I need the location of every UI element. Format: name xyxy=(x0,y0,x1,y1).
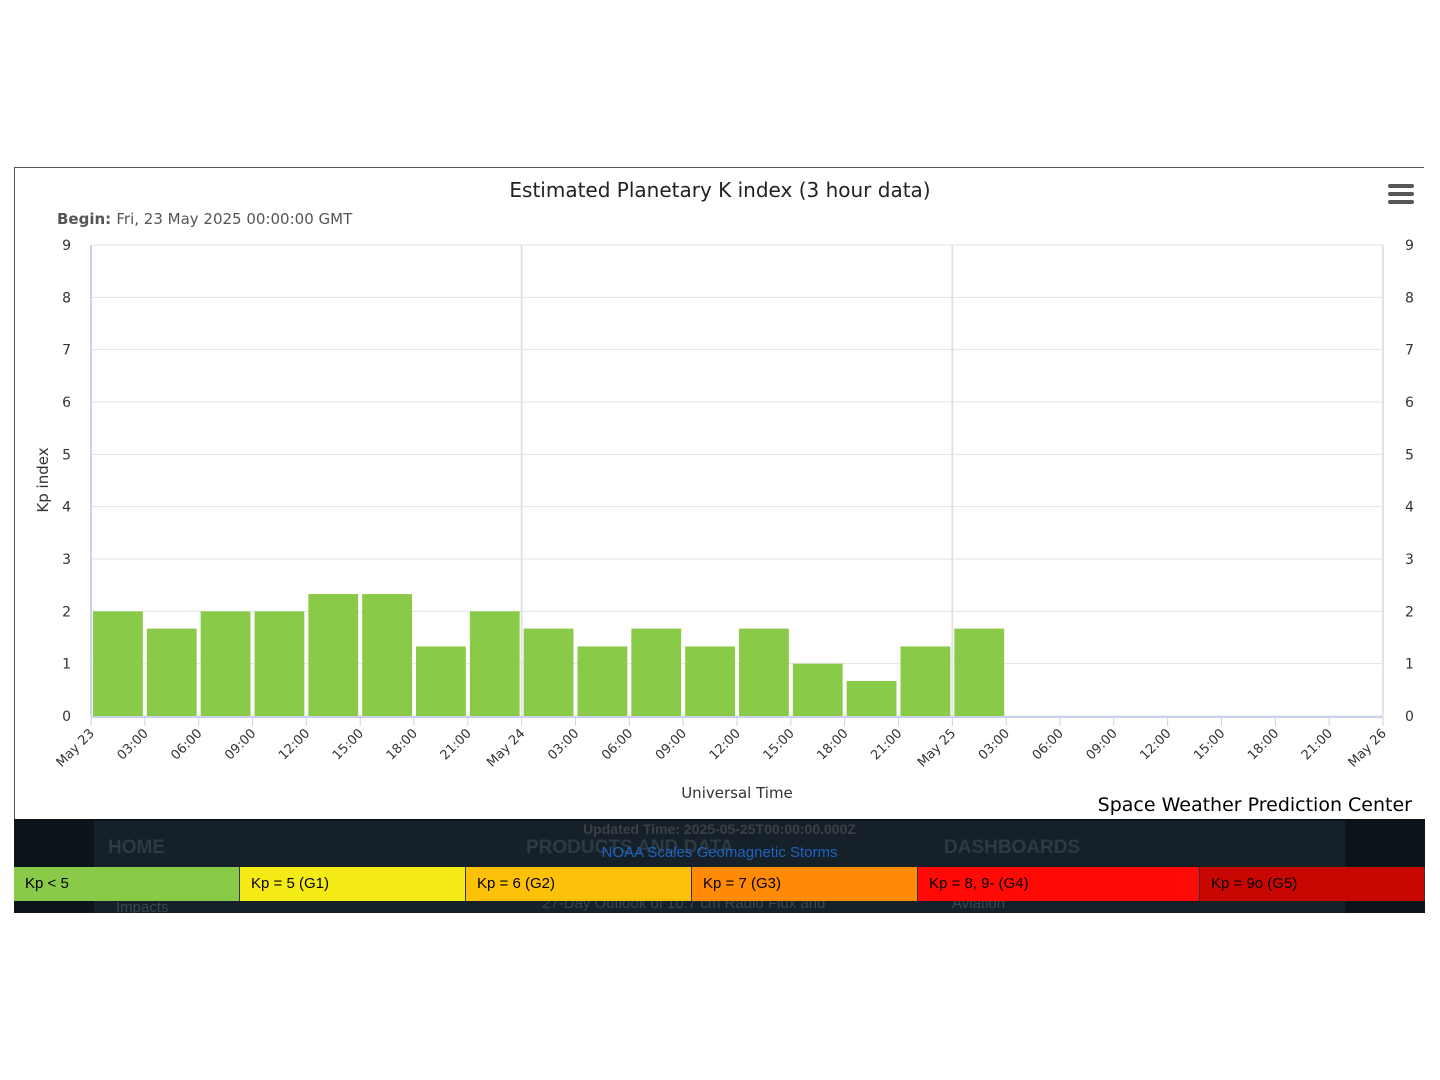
x-tick-label: 06:00 xyxy=(168,726,205,763)
y-tick-label-right: 0 xyxy=(1405,709,1414,725)
x-tick-label: May 25 xyxy=(915,726,959,770)
x-tick-label: 09:00 xyxy=(1084,726,1121,763)
x-tick-label: 18:00 xyxy=(814,726,851,763)
x-tick-label: 09:00 xyxy=(653,726,690,763)
legend-item: Kp = 7 (G3) xyxy=(692,867,918,901)
y-tick-label-left: 8 xyxy=(62,290,71,306)
bar xyxy=(93,611,143,716)
x-tick-label: 12:00 xyxy=(707,726,744,763)
x-tick-label: 12:00 xyxy=(276,726,313,763)
storm-scale-legend: Kp < 5 Kp = 5 (G1) Kp = 6 (G2) Kp = 7 (G3) K… xyxy=(14,867,1425,901)
subtitle-label: Begin: xyxy=(57,210,116,228)
bar xyxy=(631,628,682,716)
x-tick-label: 15:00 xyxy=(1191,726,1228,763)
bar xyxy=(254,611,305,716)
y-tick-label-left: 0 xyxy=(62,709,71,725)
legend-item: Kp = 9o (G5) xyxy=(1200,867,1425,901)
y-tick-label-right: 7 xyxy=(1405,343,1414,359)
x-tick-label: May 24 xyxy=(484,726,528,770)
x-tick-label: May 26 xyxy=(1346,726,1390,770)
nav-impacts-link[interactable]: Impacts xyxy=(116,899,169,913)
x-tick-label: May 23 xyxy=(54,726,98,770)
y-tick-label-left: 5 xyxy=(62,447,71,463)
bar xyxy=(146,628,197,716)
menu-line xyxy=(1388,200,1414,204)
y-tick-label-right: 9 xyxy=(1405,238,1414,254)
bar xyxy=(577,646,628,716)
nav-products-link[interactable]: PRODUCTS AND DATA xyxy=(526,837,734,858)
y-tick-label-right: 4 xyxy=(1405,500,1414,516)
x-tick-label: 06:00 xyxy=(1030,726,1067,763)
y-tick-label-left: 7 xyxy=(62,343,71,359)
page-footer: HOME PRODUCTS AND DATA DASHBOARDS Impact… xyxy=(14,819,1425,913)
bar xyxy=(362,594,412,716)
y-tick-label-left: 9 xyxy=(62,238,71,254)
y-tick-label-right: 1 xyxy=(1405,657,1414,673)
legend-item: Kp = 8, 9- (G4) xyxy=(918,867,1200,901)
y-tick-label-left: 4 xyxy=(62,500,71,516)
chart-title: Estimated Planetary K index (3 hour data… xyxy=(509,178,930,202)
bar xyxy=(523,628,574,716)
legend-item: Kp = 5 (G1) xyxy=(240,867,466,901)
noaa-scales-link[interactable]: NOAA Scales Geomagnetic Storms xyxy=(601,844,838,861)
nav-dashboards-link[interactable]: DASHBOARDS xyxy=(944,837,1081,858)
x-tick-label: 18:00 xyxy=(384,726,421,763)
kp-chart-svg: May 23 03:00 06:00 09:00 12:00 15:00 18:00 21:0… xyxy=(34,178,1414,802)
y-tick-label-left: 6 xyxy=(62,395,71,411)
x-tick-label: 06:00 xyxy=(599,726,636,763)
x-tick-label: 21:00 xyxy=(438,726,475,763)
bar xyxy=(416,646,466,716)
bar xyxy=(739,628,789,716)
x-tick-label: 03:00 xyxy=(545,726,582,763)
credit-text: Space Weather Prediction Center xyxy=(1097,794,1412,816)
bar xyxy=(200,611,251,716)
x-tick-label: 21:00 xyxy=(1299,726,1336,763)
y-tick-label-right: 2 xyxy=(1405,604,1414,620)
y-tick-label-right: 6 xyxy=(1405,395,1414,411)
y-tick-label-left: 1 xyxy=(62,657,71,673)
updated-time: Updated Time: 2025-05-25T00:00:00.000Z xyxy=(583,821,856,837)
y-tick-label-left: 2 xyxy=(62,604,71,620)
nav-home-link[interactable]: HOME xyxy=(108,837,165,858)
legend-item: Kp = 6 (G2) xyxy=(466,867,692,901)
bar xyxy=(792,663,843,716)
bar xyxy=(469,611,520,716)
y-tick-label-right: 8 xyxy=(1405,290,1414,306)
x-tick-label: 15:00 xyxy=(761,726,798,763)
x-tick-label: 03:00 xyxy=(976,726,1013,763)
x-axis-title: Universal Time xyxy=(681,784,793,802)
bar xyxy=(900,646,951,716)
y-tick-label-right: 3 xyxy=(1405,552,1414,568)
x-tick-label: 21:00 xyxy=(868,726,905,763)
bar xyxy=(846,680,897,716)
y-tick-label-right: 5 xyxy=(1405,447,1414,463)
y-axis-title: Kp index xyxy=(34,447,52,512)
menu-line xyxy=(1388,184,1414,188)
x-tick-label: 12:00 xyxy=(1137,726,1174,763)
bar xyxy=(308,594,359,716)
chart-menu-icon[interactable] xyxy=(1388,184,1414,208)
chart-subtitle: Begin: Fri, 23 May 2025 00:00:00 GMT xyxy=(57,210,353,228)
bar xyxy=(954,628,1005,716)
y-tick-label-left: 3 xyxy=(62,552,71,568)
subtitle-value: Fri, 23 May 2025 00:00:00 GMT xyxy=(116,210,353,228)
x-tick-label: 18:00 xyxy=(1245,726,1282,763)
legend-item: Kp < 5 xyxy=(14,867,240,901)
kp-chart: May 23 03:00 06:00 09:00 12:00 15:00 18:00 21:0… xyxy=(14,167,1424,819)
bar xyxy=(685,646,735,716)
x-tick-label: 09:00 xyxy=(222,726,259,763)
x-tick-label: 15:00 xyxy=(330,726,367,763)
menu-line xyxy=(1388,192,1414,196)
x-tick-label: 03:00 xyxy=(115,726,152,763)
